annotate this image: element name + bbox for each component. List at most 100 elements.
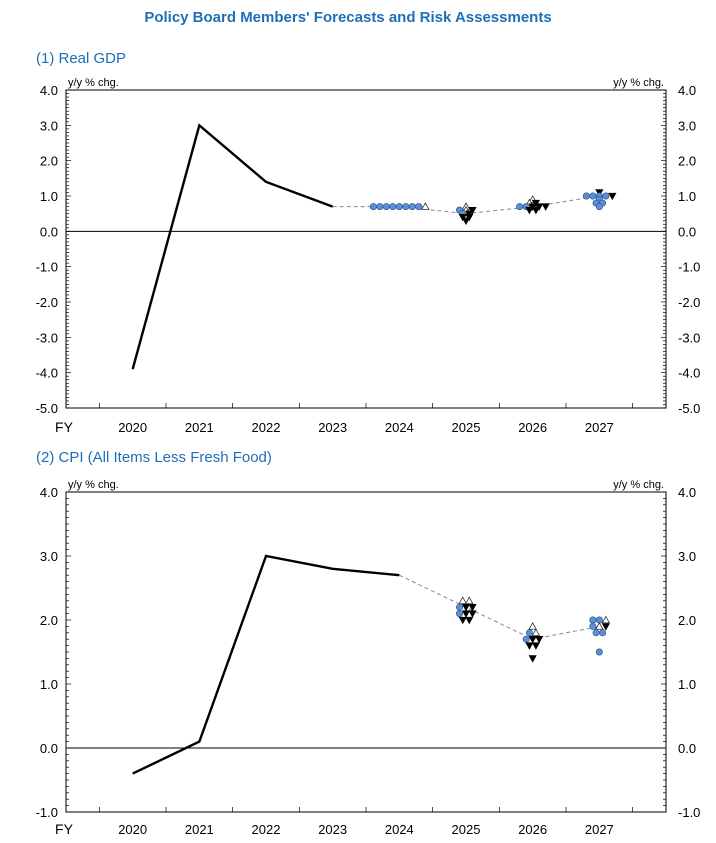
downside-risk-triangle <box>461 610 471 618</box>
x-tick-label: 2024 <box>385 420 414 435</box>
downside-risk-triangle <box>601 623 610 631</box>
y-tick-label-left: -1.0 <box>36 260 58 275</box>
forecast-dot <box>589 622 597 630</box>
downside-risk-triangle <box>468 610 477 618</box>
y-tick-label-left: 1.0 <box>40 189 58 204</box>
forecast-dot <box>408 203 416 211</box>
forecast-dot <box>516 203 524 211</box>
y-tick-label-left: 3.0 <box>40 118 58 133</box>
panel-title: (1) Real GDP <box>36 50 126 67</box>
forecast-dot <box>522 635 530 643</box>
unit-label-left: y/y % chg. <box>68 77 119 89</box>
downside-risk-triangle <box>535 636 544 644</box>
plot-frame <box>65 89 667 409</box>
actual-series-line <box>131 123 334 370</box>
y-tick-label-right: 0.0 <box>678 741 696 756</box>
y-tick-label-left: -1.0 <box>36 805 58 820</box>
y-tick-label-left: 3.0 <box>40 549 58 564</box>
x-tick-label: 2025 <box>452 822 481 837</box>
y-tick-label-left: 0.0 <box>40 224 58 239</box>
x-tick-label: 2023 <box>318 420 347 435</box>
fy-label: FY <box>55 821 74 837</box>
forecast-dot <box>595 203 603 211</box>
forecast-dot <box>525 629 533 637</box>
y-tick-label-right: 1.0 <box>678 189 696 204</box>
forecast-dot <box>395 203 403 211</box>
y-tick-label-left: -4.0 <box>36 366 58 381</box>
x-tick-label: 2026 <box>518 822 547 837</box>
upside-risk-triangle <box>464 596 474 605</box>
unit-label-right: y/y % chg. <box>613 479 664 491</box>
median-projection-line <box>399 574 600 640</box>
forecast-dot <box>376 203 384 211</box>
y-tick-label-left: 2.0 <box>40 154 58 169</box>
downside-risk-triangle <box>525 206 534 215</box>
y-tick-label-left: 4.0 <box>40 83 58 98</box>
actual-series-line <box>132 554 400 775</box>
fy-label: FY <box>55 419 74 435</box>
x-tick-label: 2021 <box>185 420 214 435</box>
x-tick-label: 2022 <box>252 822 281 837</box>
y-tick-label-right: -1.0 <box>678 805 700 820</box>
y-tick-label-left: 1.0 <box>40 677 58 692</box>
y-tick-label-right: 0.0 <box>678 224 696 239</box>
y-tick-label-right: 2.0 <box>678 613 696 628</box>
forecast-dot <box>455 603 463 611</box>
forecast-dot <box>592 629 600 637</box>
downside-risk-triangle <box>461 604 471 612</box>
forecast-dot <box>599 629 607 637</box>
y-tick-label-left: 4.0 <box>40 485 58 500</box>
x-tick-label: 2024 <box>385 822 414 837</box>
x-tick-label: 2020 <box>118 822 147 837</box>
forecast-dot <box>595 648 603 656</box>
downside-risk-triangle <box>531 642 541 650</box>
cpi-panel: (2) CPI (All Items Less Fresh Food) 4.0 4.… <box>36 449 701 837</box>
forecast-dot <box>589 616 597 624</box>
forecast-dot <box>402 203 410 211</box>
downside-risk-triangle <box>468 604 477 612</box>
real-gdp-panel: (1) Real GDP 4.0 4.0 3.0 3.0 2.0 2.0 1.0 1.0 0.0 0… <box>36 50 701 435</box>
y-tick-label-right: -2.0 <box>678 295 700 310</box>
x-tick-label: 2026 <box>518 420 547 435</box>
y-tick-label-right: 3.0 <box>678 549 696 564</box>
unit-label-left: y/y % chg. <box>68 479 119 491</box>
forecast-dot <box>389 203 397 211</box>
y-tick-label-right: 2.0 <box>678 154 696 169</box>
x-tick-label: 2027 <box>585 420 614 435</box>
x-tick-label: 2025 <box>452 420 481 435</box>
y-tick-label-left: -5.0 <box>36 401 58 416</box>
x-tick-label: 2021 <box>185 822 214 837</box>
y-tick-label-right: -5.0 <box>678 401 700 416</box>
downside-risk-triangle <box>531 206 541 215</box>
upside-risk-triangle <box>458 596 468 605</box>
forecast-dot <box>382 203 390 211</box>
forecast-dot <box>589 192 597 200</box>
downside-risk-triangle <box>465 616 474 625</box>
x-tick-label: 2027 <box>585 822 614 837</box>
y-tick-label-right: -3.0 <box>678 330 700 345</box>
forecast-dot <box>602 192 610 200</box>
y-tick-label-right: -4.0 <box>678 366 700 381</box>
downside-risk-triangle <box>528 655 537 663</box>
y-tick-label-left: 2.0 <box>40 613 58 628</box>
unit-label-right: y/y % chg. <box>613 77 664 89</box>
forecast-dot <box>582 192 590 200</box>
forecast-dot <box>415 203 423 211</box>
upside-risk-triangle <box>595 621 604 630</box>
downside-risk-triangle <box>608 192 617 201</box>
y-tick-label-right: 4.0 <box>678 83 696 98</box>
upside-risk-triangle <box>528 621 537 630</box>
forecast-dot <box>455 610 463 618</box>
downside-risk-triangle <box>525 642 534 650</box>
upside-risk-triangle <box>421 202 430 210</box>
downside-risk-triangle <box>541 203 550 211</box>
upside-risk-triangle <box>601 615 611 624</box>
figure-title: Policy Board Members' Forecasts and Risk… <box>144 9 551 26</box>
y-tick-label-right: 4.0 <box>678 485 696 500</box>
y-tick-label-right: 1.0 <box>678 677 696 692</box>
y-tick-label-right: -1.0 <box>678 260 700 275</box>
y-tick-label-right: 3.0 <box>678 118 696 133</box>
y-tick-label-left: 0.0 <box>40 741 58 756</box>
x-tick-label: 2023 <box>318 822 347 837</box>
